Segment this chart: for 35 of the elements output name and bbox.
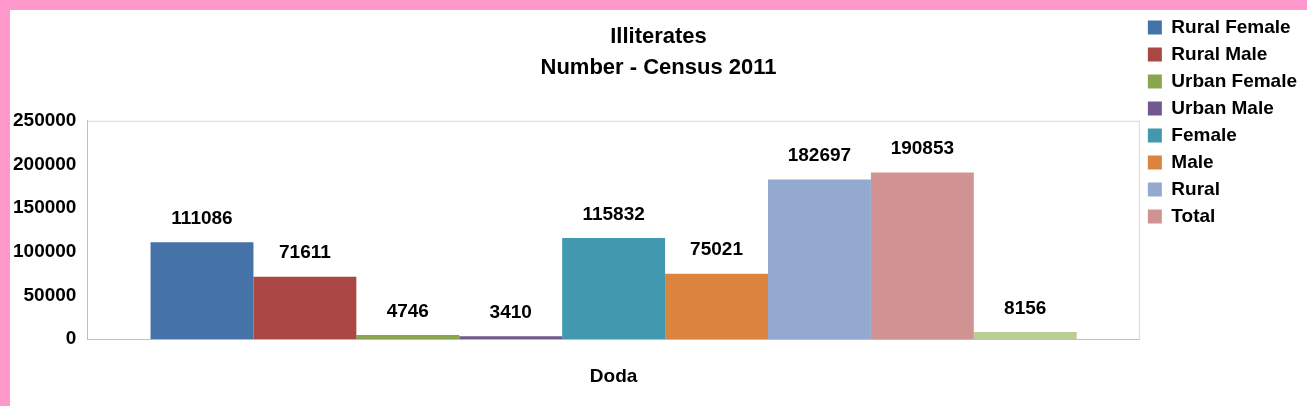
data-label: 3410 bbox=[489, 300, 532, 322]
legend-label: Rural Female bbox=[1171, 15, 1291, 37]
y-tick-label: 100000 bbox=[13, 240, 77, 262]
bar bbox=[253, 276, 357, 340]
data-label: 111086 bbox=[171, 206, 233, 228]
data-label: 8156 bbox=[1004, 296, 1047, 318]
bar bbox=[665, 273, 768, 340]
y-tick-label: 0 bbox=[65, 327, 77, 349]
y-tick-label: 250000 bbox=[13, 109, 77, 131]
bar bbox=[973, 332, 1077, 340]
bar bbox=[150, 242, 254, 340]
data-label: 182697 bbox=[787, 144, 852, 166]
chart-title: Illiterates bbox=[610, 23, 707, 49]
y-tick-label: 150000 bbox=[13, 196, 77, 218]
bar bbox=[459, 336, 563, 340]
legend-label: Urban Male bbox=[1171, 96, 1274, 118]
legend-label: Male bbox=[1171, 150, 1214, 172]
legend-label: Rural bbox=[1171, 177, 1220, 199]
data-label: 115832 bbox=[582, 202, 645, 224]
legend-label: Female bbox=[1171, 123, 1237, 145]
data-label: 4746 bbox=[386, 299, 429, 321]
bar bbox=[767, 179, 871, 340]
data-label: 190853 bbox=[890, 137, 955, 159]
bar bbox=[870, 172, 974, 340]
legend-label: Urban Female bbox=[1171, 69, 1297, 91]
legend-label: Rural Male bbox=[1171, 42, 1268, 64]
legend-label: Total bbox=[1171, 204, 1216, 226]
chart-subtitle: Number - Census 2011 bbox=[540, 53, 777, 79]
y-tick-label: 200000 bbox=[13, 152, 77, 174]
y-tick-label: 50000 bbox=[23, 283, 77, 305]
data-label: 75021 bbox=[690, 238, 744, 260]
data-label: 71611 bbox=[279, 241, 332, 263]
bar bbox=[562, 238, 666, 340]
x-tick-label: Doda bbox=[589, 364, 638, 386]
bar bbox=[356, 335, 460, 340]
